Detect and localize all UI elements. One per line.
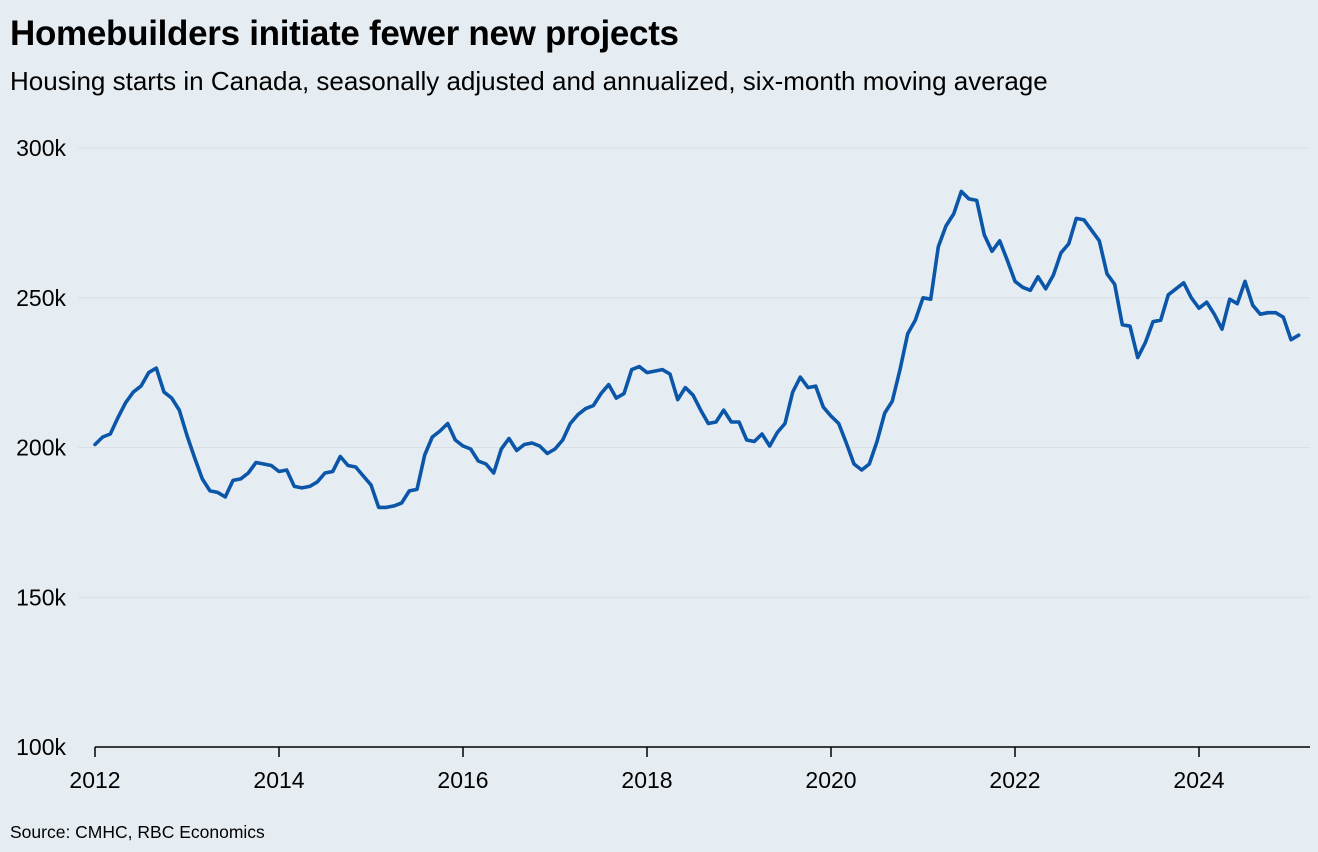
x-tick-label: 2018 [621,767,672,793]
chart-source: Source: CMHC, RBC Economics [10,822,265,842]
x-tick-label: 2012 [69,767,120,793]
y-tick-label: 150k [16,584,66,610]
x-tick-label: 2024 [1173,767,1224,793]
gridlines [78,147,1310,598]
chart-subtitle: Housing starts in Canada, seasonally adj… [10,66,1048,96]
y-axis: 100k 150k 200k 250k 300k [16,135,66,760]
y-tick-label: 200k [16,435,66,461]
y-tick-label: 300k [16,135,66,161]
series-line-housing-starts [93,189,1301,510]
x-tick-label: 2014 [253,767,304,793]
y-tick-label: 100k [16,734,66,760]
chart-title: Homebuilders initiate fewer new projects [10,14,679,53]
series [93,189,1301,510]
x-tick-label: 2020 [805,767,856,793]
x-axis: 2012 2014 2016 2018 2020 2022 2024 [69,746,1310,793]
x-tick-label: 2022 [989,767,1040,793]
y-tick-label: 250k [16,285,66,311]
x-tick-label: 2016 [437,767,488,793]
